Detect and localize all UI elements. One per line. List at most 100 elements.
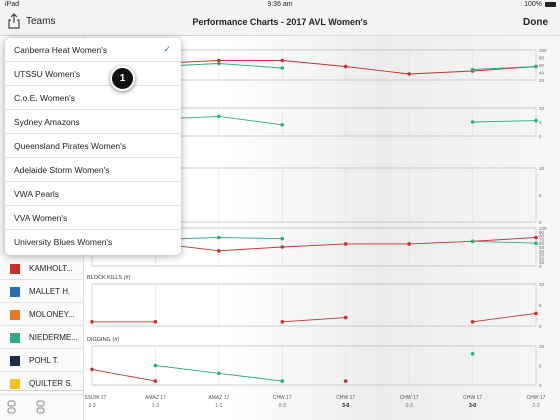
data-point	[217, 371, 221, 376]
team-option[interactable]: VVA Women's	[5, 206, 181, 230]
player-name: KAMHOLT...	[29, 264, 73, 273]
data-point	[343, 242, 348, 246]
team-option-label: University Blues Women's	[14, 237, 113, 247]
y-tick-label: 40	[539, 249, 545, 254]
series-line	[282, 317, 346, 323]
y-tick-label: 0	[539, 134, 542, 139]
team-option[interactable]: Sydney Amazons	[5, 110, 181, 134]
y-tick-label: 10	[539, 260, 545, 265]
data-point	[217, 249, 221, 253]
team-option[interactable]: Canberra Heat Women's ✓	[5, 38, 181, 62]
y-tick-label: 50	[539, 245, 545, 250]
player-row[interactable]: MALLET H.	[0, 281, 84, 303]
data-point	[90, 367, 94, 372]
y-tick-label: 10	[539, 344, 545, 349]
x-tick-score: 1-3	[152, 403, 159, 409]
data-point	[534, 118, 538, 123]
player-color-swatch	[10, 310, 20, 320]
performance-charts: 1008060402010501050100908070605040302010…	[84, 48, 547, 409]
chart-panel: DIGGING (#) 10 5 0	[87, 337, 545, 388]
x-tick-score: 2-3	[532, 403, 539, 409]
team-option-label: VVA Women's	[14, 213, 68, 223]
data-point	[470, 352, 475, 356]
y-tick-label: 40	[539, 71, 545, 76]
data-point	[534, 64, 538, 69]
player-name: NIEDERME...	[29, 333, 78, 342]
status-bar: iPad 9:36 am 100%	[0, 0, 560, 10]
player-color-swatch	[10, 356, 20, 366]
player-name: MALLET H.	[29, 287, 71, 296]
series-line	[472, 240, 537, 244]
team-option-label: Canberra Heat Women's	[14, 45, 108, 55]
team-option[interactable]: Adelaide Storm Women's	[5, 158, 181, 182]
page-title: Performance Charts - 2017 AVL Women's	[192, 17, 368, 27]
x-tick-label: CHW 17	[527, 395, 546, 401]
share-icon	[8, 13, 20, 29]
compare-icon[interactable]	[7, 400, 16, 414]
player-row[interactable]: QUILTER S.	[0, 373, 84, 395]
y-tick-label: 90	[539, 230, 545, 235]
team-dropdown: Canberra Heat Women's ✓ UTSSU Women's C.…	[5, 38, 181, 255]
teams-button[interactable]: Teams	[8, 13, 55, 29]
player-color-swatch	[10, 333, 20, 343]
data-point	[153, 379, 158, 383]
y-tick-label: 5	[539, 364, 542, 369]
team-option[interactable]: C.o.E. Women's	[5, 86, 181, 110]
data-point	[217, 58, 221, 63]
data-point	[153, 363, 158, 368]
teams-label: Teams	[26, 15, 56, 27]
series-line	[91, 368, 156, 382]
data-point	[217, 235, 221, 240]
player-color-swatch	[10, 264, 20, 274]
y-tick-label: 60	[539, 63, 545, 68]
y-tick-label: 100	[539, 226, 547, 231]
done-button[interactable]: Done	[523, 17, 548, 28]
x-tick-label: CHW 17	[400, 395, 419, 401]
data-point	[280, 58, 285, 63]
x-tick-label: CHW 17	[463, 395, 482, 401]
y-tick-label: 20	[539, 256, 545, 261]
player-row[interactable]: POHL T.	[0, 350, 84, 372]
carrier-label: iPad	[5, 1, 20, 8]
data-point	[280, 320, 285, 324]
data-point	[343, 379, 348, 383]
y-tick-label: 20	[539, 78, 545, 83]
data-point	[470, 67, 475, 72]
x-tick-score: 0-3	[279, 403, 286, 409]
player-row[interactable]: MOLONEY...	[0, 304, 84, 326]
data-point	[470, 320, 475, 324]
data-point	[280, 379, 285, 383]
y-tick-label: 80	[539, 56, 545, 61]
nav-bar: Teams Performance Charts - 2017 AVL Wome…	[0, 10, 560, 36]
toggle-icon[interactable]	[36, 400, 45, 414]
data-point	[217, 61, 221, 66]
team-option[interactable]: Queensland Pirates Women's	[5, 134, 181, 158]
team-option-label: Queensland Pirates Women's	[14, 141, 127, 151]
y-tick-label: 70	[539, 237, 545, 242]
x-tick-score: 1-1	[215, 403, 222, 409]
series-line	[472, 312, 537, 323]
y-tick-label: 0	[539, 220, 542, 225]
y-tick-label: 0	[539, 383, 542, 388]
y-tick-label: 5	[539, 120, 542, 125]
team-option-label: C.o.E. Women's	[14, 93, 75, 103]
player-row[interactable]: NIEDERME...	[0, 327, 84, 349]
team-option[interactable]: University Blues Women's	[5, 230, 181, 254]
y-tick-label: 5	[539, 193, 542, 198]
data-point	[343, 315, 348, 320]
checkmark-icon: ✓	[163, 44, 171, 54]
y-tick-label: 100	[539, 48, 547, 53]
data-point	[470, 239, 475, 244]
player-row[interactable]: KAMHOLT...	[0, 258, 84, 280]
team-option[interactable]: UTSSU Women's	[5, 62, 181, 86]
data-point	[280, 123, 285, 127]
data-point	[280, 245, 285, 249]
team-option-label: VWA Pearls	[14, 189, 60, 199]
team-option[interactable]: VWA Pearls	[5, 182, 181, 206]
chart-title: DIGGING (#)	[87, 337, 119, 343]
data-point	[153, 320, 158, 324]
y-tick-label: 0	[539, 264, 542, 269]
data-point	[280, 236, 285, 241]
data-point	[343, 64, 348, 69]
y-tick-label: 0	[539, 324, 542, 329]
